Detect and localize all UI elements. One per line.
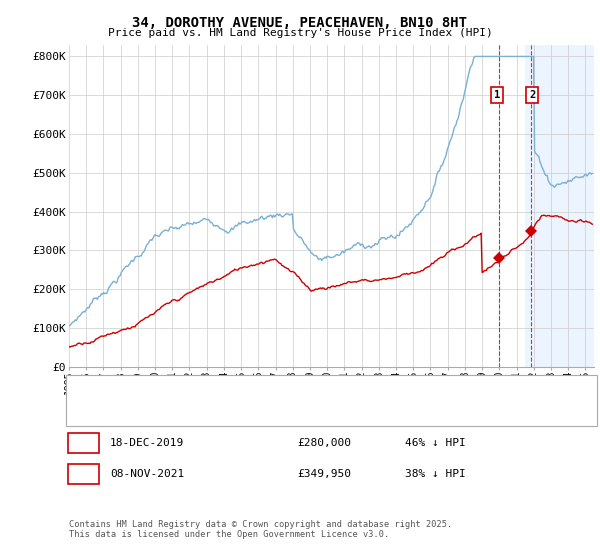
Text: Contains HM Land Registry data © Crown copyright and database right 2025.
This d: Contains HM Land Registry data © Crown c… xyxy=(69,520,452,539)
Text: 34, DOROTHY AVENUE, PEACEHAVEN, BN10 8HT (detached house): 34, DOROTHY AVENUE, PEACEHAVEN, BN10 8HT… xyxy=(119,388,475,398)
Text: 38% ↓ HPI: 38% ↓ HPI xyxy=(405,469,466,479)
Text: 08-NOV-2021: 08-NOV-2021 xyxy=(110,469,184,479)
Text: 1: 1 xyxy=(80,438,87,448)
Text: 1: 1 xyxy=(494,90,500,100)
Text: 46% ↓ HPI: 46% ↓ HPI xyxy=(405,438,466,448)
Text: £349,950: £349,950 xyxy=(297,469,351,479)
Bar xyxy=(525,45,594,367)
Text: 18-DEC-2019: 18-DEC-2019 xyxy=(110,438,184,448)
Text: 2: 2 xyxy=(529,90,535,100)
Text: Price paid vs. HM Land Registry's House Price Index (HPI): Price paid vs. HM Land Registry's House … xyxy=(107,28,493,38)
Text: £280,000: £280,000 xyxy=(297,438,351,448)
Text: 34, DOROTHY AVENUE, PEACEHAVEN, BN10 8HT: 34, DOROTHY AVENUE, PEACEHAVEN, BN10 8HT xyxy=(133,16,467,30)
Text: HPI: Average price, detached house, Lewes: HPI: Average price, detached house, Lewe… xyxy=(119,405,375,416)
Text: 2: 2 xyxy=(80,469,87,479)
